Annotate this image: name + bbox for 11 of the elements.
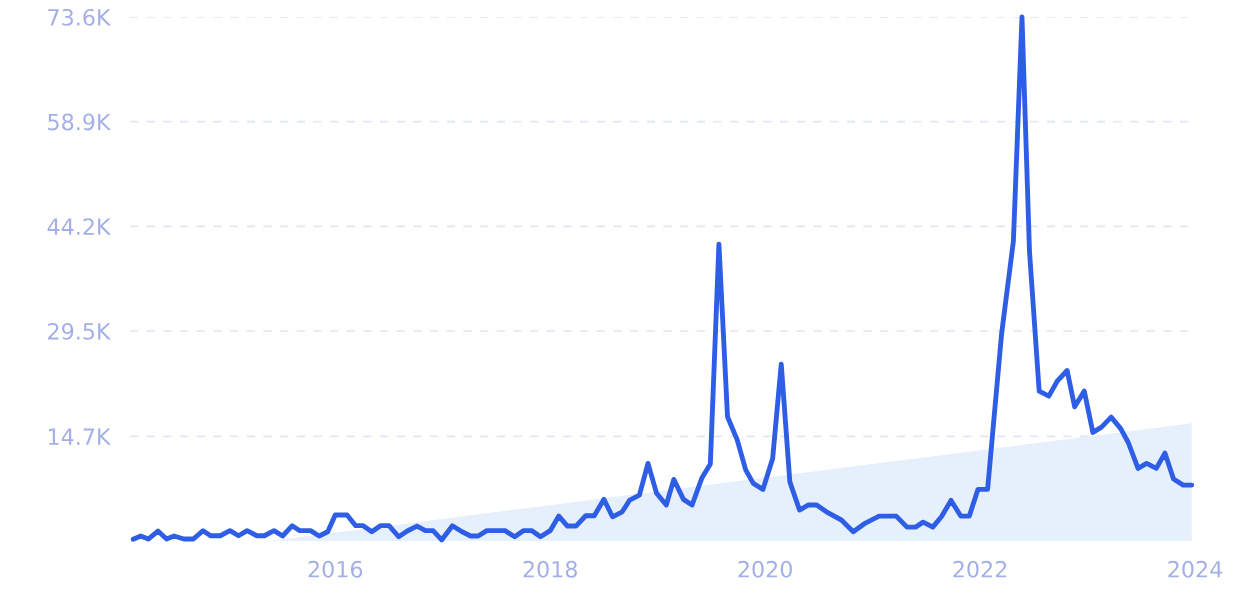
x-tick-label: 2024 (1168, 560, 1223, 578)
y-tick-label: 44.2K (47, 218, 112, 235)
line-series (130, 14, 1195, 543)
y-tick-label: 73.6K (48, 8, 112, 26)
y-tick-label: 14.7K (48, 428, 112, 445)
x-tick-label: 2020 (738, 560, 792, 578)
x-tick-label: 2018 (523, 560, 577, 578)
x-tick-label: 2016 (308, 560, 363, 578)
y-tick-label: 58.9K (48, 113, 112, 131)
x-tick-label: 2022 (953, 560, 1007, 578)
y-tick-label: 29.5K (48, 322, 112, 340)
